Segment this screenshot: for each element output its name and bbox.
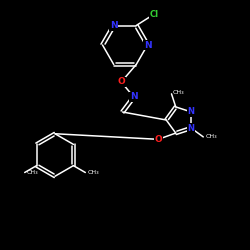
- Text: N: N: [188, 108, 194, 116]
- Text: CH₃: CH₃: [173, 90, 184, 95]
- Text: CH₃: CH₃: [87, 170, 99, 175]
- Text: Cl: Cl: [149, 10, 158, 19]
- Text: N: N: [130, 92, 138, 102]
- Text: N: N: [110, 21, 118, 30]
- Text: N: N: [188, 124, 194, 132]
- Text: O: O: [118, 78, 125, 86]
- Text: O: O: [154, 135, 162, 144]
- Text: CH₃: CH₃: [205, 134, 217, 140]
- Text: N: N: [144, 40, 151, 50]
- Text: CH₃: CH₃: [27, 170, 38, 175]
